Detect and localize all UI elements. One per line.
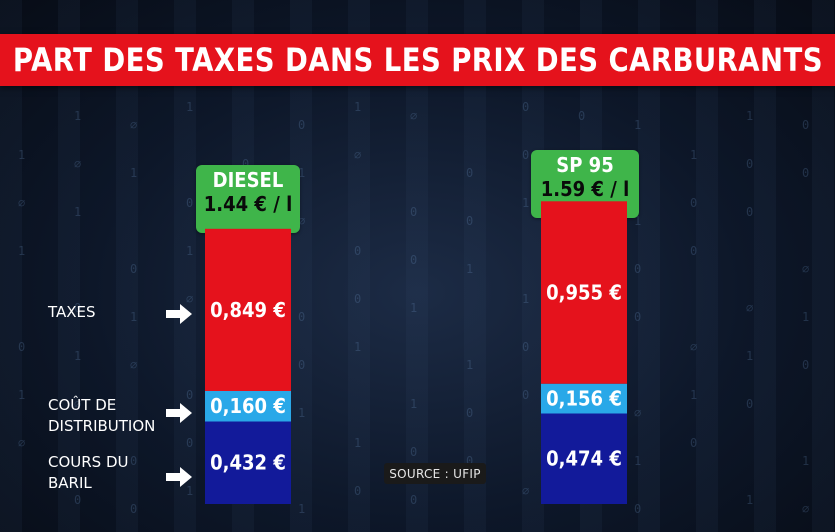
bar-value-label: 0,432 € [210, 452, 286, 475]
title-banner: PART DES TAXES DANS LES PRIX DES CARBURA… [0, 34, 835, 86]
bar-segment-cours-du-baril-sp-95 [541, 413, 627, 504]
arrow-right-icon [166, 467, 192, 487]
bar-segment-taxes-diesel [205, 228, 291, 391]
source-caption: SOURCE : UFIP [384, 463, 486, 484]
bar-segment-co-t-de-distribution-diesel [205, 390, 291, 422]
arrow-right-icon [166, 304, 192, 324]
bar-value-label: 0,955 € [546, 282, 622, 305]
label-distribution: COÛT DE DISTRIBUTION [48, 396, 156, 435]
arrow-right-icon [166, 403, 192, 423]
fuel-price: 1.59 € / l [540, 177, 630, 201]
bar-value-label: 0,160 € [210, 395, 286, 418]
fuel-price: 1.44 € / l [203, 192, 293, 216]
bar-value-label: 0,849 € [210, 299, 286, 322]
bar-value-label: 0,156 € [546, 388, 622, 411]
fuel-name: DIESEL [212, 168, 284, 192]
diesel-price-badge: DIESEL 1.44 € / l [196, 165, 300, 233]
bar-segment-co-t-de-distribution-sp-95 [541, 383, 627, 414]
label-taxes: TAXES [48, 303, 96, 321]
fuel-name: SP 95 [556, 153, 614, 177]
bar-value-label: 0,474 € [546, 448, 622, 471]
page-title: PART DES TAXES DANS LES PRIX DES CARBURA… [12, 41, 823, 79]
label-baril: COURS DU BARIL [48, 453, 129, 492]
bar-segment-taxes-sp-95 [541, 201, 627, 384]
bar-segment-cours-du-baril-diesel [205, 421, 291, 504]
